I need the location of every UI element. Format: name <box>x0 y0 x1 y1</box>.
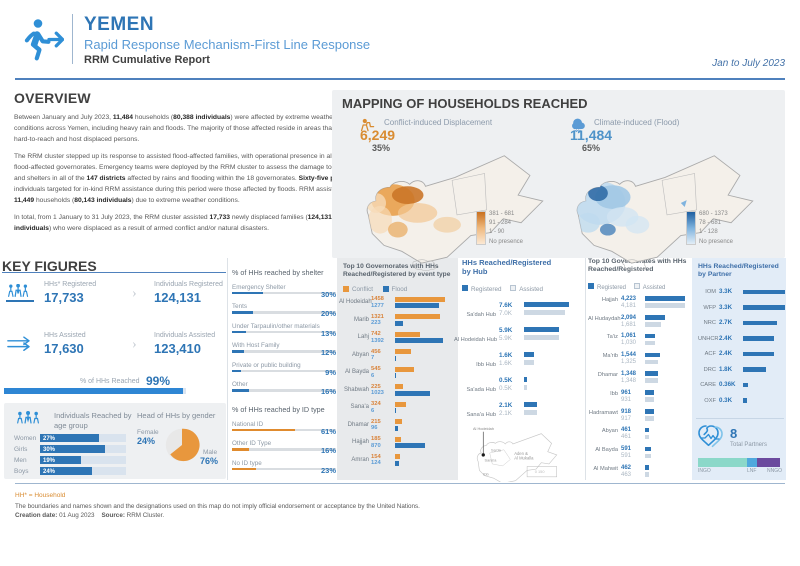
svg-text:Sa'da: Sa'da <box>491 448 502 452</box>
svg-text:Ibb: Ibb <box>483 472 488 476</box>
svg-text:0 150: 0 150 <box>535 470 545 474</box>
svg-text:Al Hodeidah: Al Hodeidah <box>473 427 494 431</box>
svg-text:Sana'a: Sana'a <box>485 458 498 462</box>
svg-text:Al Mukalla: Al Mukalla <box>514 455 534 460</box>
